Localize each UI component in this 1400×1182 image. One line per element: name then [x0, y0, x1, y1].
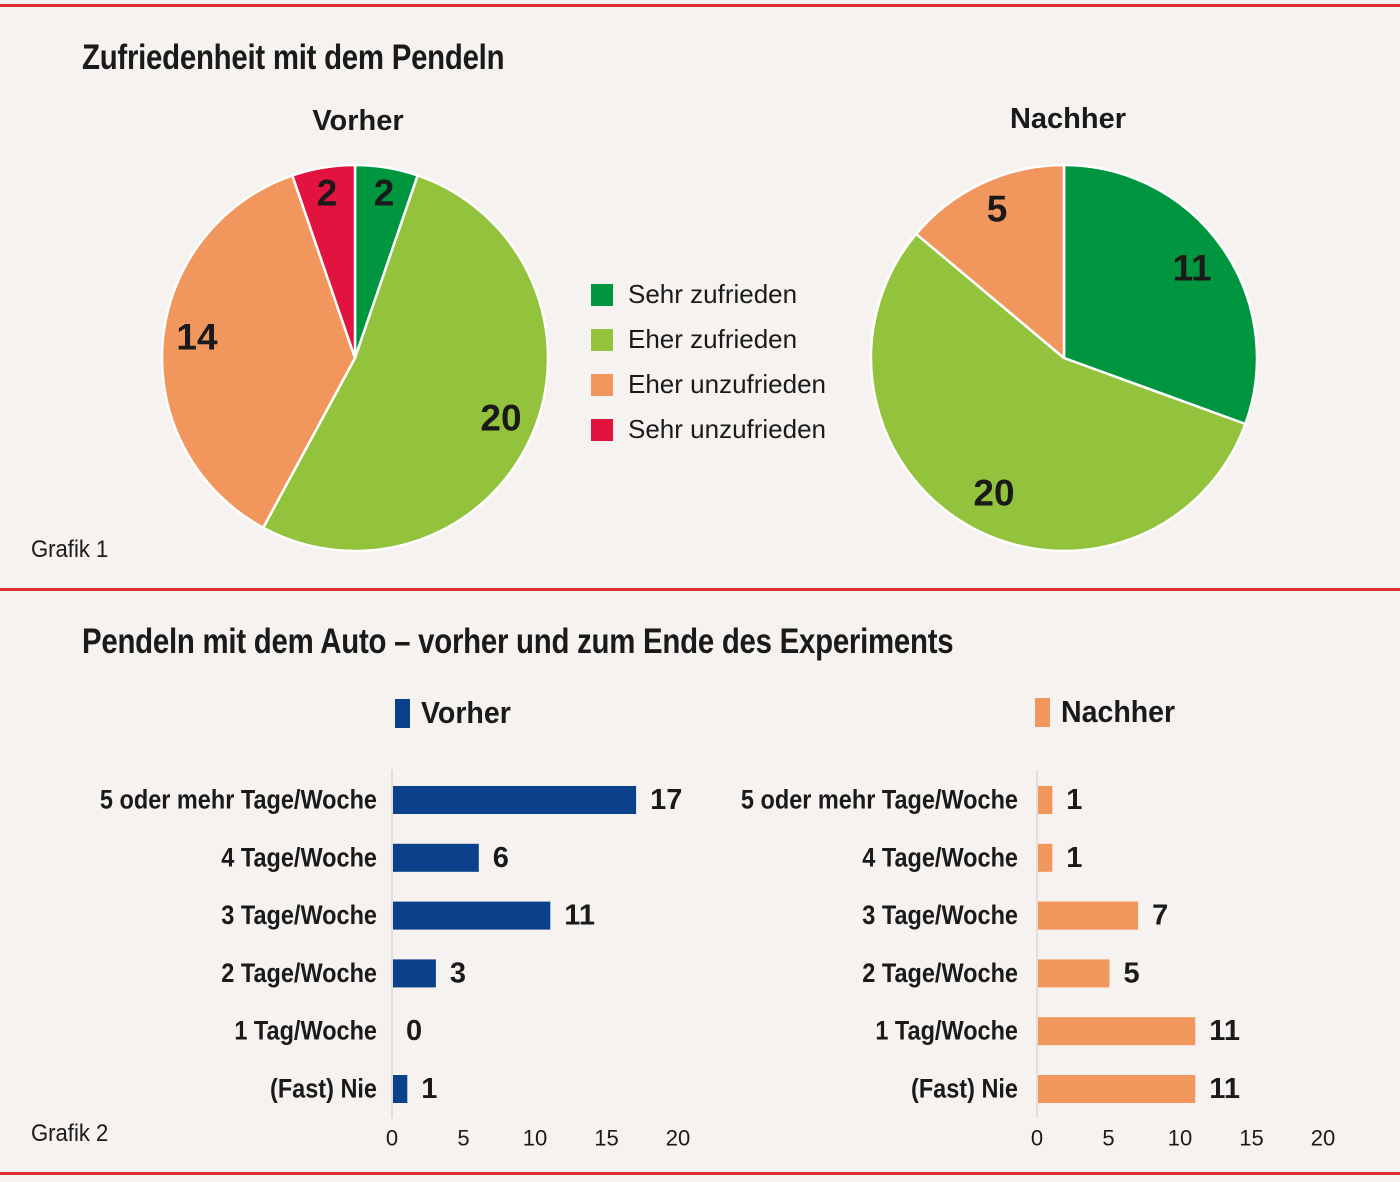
- legend-swatch: [591, 373, 613, 396]
- bar-legend-label-vorher: Vorher: [421, 695, 511, 730]
- bar-vorher-value-label: 1: [421, 1073, 437, 1105]
- bar-vorher-bar: [393, 959, 436, 988]
- bar-legend-swatch-vorher: [395, 698, 410, 728]
- bar-nachher-category-label: (Fast) Nie: [911, 1074, 1018, 1104]
- bar-vorher-bar: [393, 843, 479, 872]
- bar-vorher-bar: [393, 786, 637, 814]
- bar-nachher-tick-label: 0: [1031, 1126, 1043, 1151]
- bar-legend-label-nachher: Nachher: [1061, 694, 1176, 729]
- bar-nachher-tick-label: 5: [1102, 1126, 1114, 1151]
- pie-vorher-slice: [261, 174, 550, 553]
- bar-nachher-bar: [1038, 959, 1110, 988]
- bar-vorher-category-label: 4 Tage/Woche: [221, 843, 377, 873]
- bar-vorher-tick-label: 20: [666, 1126, 690, 1151]
- bar-nachher-tick-label: 15: [1239, 1126, 1263, 1151]
- bar-vorher-value-label: 6: [493, 842, 509, 874]
- bar-vorher-value-label: 11: [564, 900, 595, 932]
- middle-rule: [0, 588, 1400, 591]
- bar-nachher-value-label: 1: [1066, 842, 1082, 874]
- bar-vorher-category-label: 3 Tage/Woche: [221, 901, 377, 931]
- bar-legend-vorher: Vorher: [395, 695, 519, 731]
- top-rule: [0, 4, 1400, 7]
- bar-legend-nachher: Nachher: [1035, 694, 1185, 730]
- bar-nachher-category-label: 5 oder mehr Tage/Woche: [741, 785, 1018, 815]
- grafik2-title: Pendeln mit dem Auto – vorher und zum En…: [82, 622, 954, 661]
- pie-vorher-slice: [291, 163, 357, 360]
- bar-vorher-bar: [393, 901, 551, 930]
- bar-nachher-category-label: 3 Tage/Woche: [862, 901, 1018, 931]
- bar-nachher-bar: [1038, 786, 1053, 814]
- pie-vorher-value-label: 20: [480, 398, 521, 439]
- pie-vorher-value-label: 14: [176, 317, 218, 358]
- bar-nachher-value-label: 11: [1209, 1073, 1240, 1105]
- legend-item: Sehr zufrieden: [591, 272, 826, 317]
- bar-nachher-bar: [1038, 843, 1053, 872]
- bar-vorher-category-label: 1 Tag/Woche: [234, 1016, 377, 1046]
- bar-nachher-bar: [1038, 1075, 1196, 1103]
- bar-vorher-tick-label: 5: [457, 1126, 469, 1151]
- pie-vorher-slice: [160, 174, 357, 529]
- bar-vorher-tick-label: 10: [523, 1126, 547, 1151]
- pie-nachher-slice: [1062, 163, 1259, 426]
- pie-vorher-value-label: 2: [374, 173, 395, 214]
- bar-vorher-value-label: 17: [650, 784, 682, 816]
- pie-nachher-value-label: 11: [1172, 248, 1211, 289]
- bar-nachher-category-label: 4 Tage/Woche: [862, 843, 1018, 873]
- legend-item: Eher zufrieden: [591, 317, 826, 362]
- pie-nachher-slice: [914, 163, 1066, 360]
- grafik2-caption: Grafik 2: [31, 1120, 109, 1147]
- bar-vorher-value-label: 0: [406, 1015, 422, 1047]
- bar-nachher-bar: [1038, 1017, 1196, 1046]
- pie-nachher-value-label: 5: [987, 189, 1008, 230]
- bar-nachher-category-label: 1 Tag/Woche: [875, 1016, 1018, 1046]
- pie-nachher-title: Nachher: [1009, 103, 1127, 135]
- bar-nachher-value-label: 11: [1209, 1015, 1240, 1047]
- bar-legend-swatch-nachher: [1035, 697, 1050, 727]
- bar-nachher-category-label: 2 Tage/Woche: [862, 958, 1018, 988]
- pie-vorher-title: Vorher: [312, 105, 404, 137]
- legend-swatch: [591, 328, 613, 351]
- bar-vorher-category-label: 2 Tage/Woche: [221, 958, 377, 988]
- bottom-rule: [0, 1172, 1400, 1175]
- legend-label: Eher zufrieden: [628, 324, 798, 354]
- legend-item: Eher unzufrieden: [591, 362, 826, 407]
- legend-swatch: [591, 418, 613, 441]
- grafik1-title: Zufriedenheit mit dem Pendeln: [82, 38, 505, 77]
- pie-vorher-value-label: 2: [317, 173, 338, 214]
- legend-item: Sehr unzufrieden: [591, 407, 826, 452]
- bar-nachher-value-label: 7: [1152, 900, 1168, 932]
- bar-vorher-category-label: (Fast) Nie: [270, 1074, 377, 1104]
- bar-nachher-value-label: 5: [1124, 957, 1140, 989]
- pie-legend: Sehr zufrieden Eher zufrieden Eher unzuf…: [591, 272, 826, 452]
- legend-swatch: [591, 283, 613, 306]
- bar-vorher-category-label: 5 oder mehr Tage/Woche: [100, 785, 377, 815]
- pie-nachher-value-label: 20: [973, 473, 1014, 514]
- bar-nachher-tick-label: 10: [1168, 1126, 1192, 1151]
- pie-nachher-slice: [869, 232, 1247, 553]
- legend-label: Sehr zufrieden: [628, 279, 798, 309]
- legend-label: Eher unzufrieden: [628, 369, 827, 399]
- legend-label: Sehr unzufrieden: [628, 414, 827, 444]
- bar-vorher-value-label: 3: [450, 957, 466, 989]
- bar-nachher-value-label: 1: [1066, 784, 1082, 816]
- bar-nachher-bar: [1038, 901, 1139, 930]
- bar-vorher-tick-label: 0: [386, 1126, 398, 1151]
- grafik1-caption: Grafik 1: [31, 536, 109, 563]
- bar-vorher-tick-label: 15: [594, 1126, 618, 1151]
- bar-vorher-bar: [393, 1075, 408, 1103]
- bar-nachher-tick-label: 20: [1311, 1126, 1335, 1151]
